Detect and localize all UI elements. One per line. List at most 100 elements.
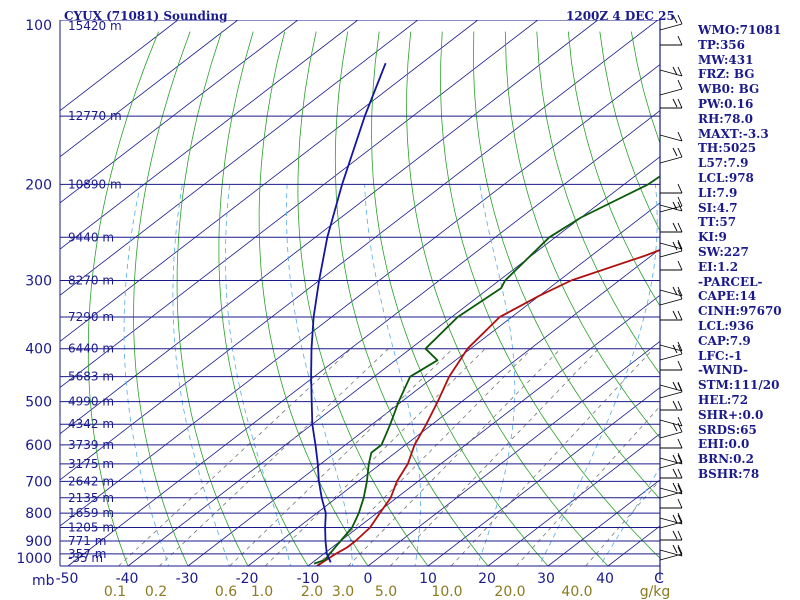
index-item: SHR+:0.0 — [698, 407, 764, 422]
wind-barb-flag — [677, 98, 683, 109]
plot-frame — [59, 20, 661, 580]
height-label: 3739 m — [68, 438, 114, 452]
index-item: TT:57 — [698, 215, 737, 230]
wind-barb-flag — [672, 14, 678, 24]
wind-barb-staff — [659, 298, 683, 306]
pressure-tick-label: 600 — [25, 438, 52, 454]
wind-barb — [659, 66, 683, 77]
isotherm-line — [60, 20, 599, 435]
wind-barb — [659, 79, 683, 96]
temperature-tick-label: 30 — [537, 571, 555, 587]
wind-barb-flag — [677, 360, 683, 371]
index-item: -WIND- — [698, 363, 748, 378]
wind-barb-flag — [672, 454, 678, 464]
wind-barb — [660, 438, 683, 449]
wind-barb-flag — [677, 183, 683, 194]
wind-barb — [659, 131, 683, 142]
wind-barb-flag — [672, 66, 678, 76]
mixing-ratio-label: 40.0 — [561, 584, 592, 600]
temperature-tick-label: -50 — [56, 571, 79, 587]
isotherm-line — [127, 156, 660, 566]
dry-adiabat-line — [472, 31, 660, 500]
dry-adiabat-line — [371, 31, 549, 566]
index-item: LI:7.9 — [698, 185, 738, 200]
wind-barb-flag — [672, 514, 678, 524]
temperature-tick-label: -40 — [116, 571, 139, 587]
height-label: 4342 m — [68, 417, 114, 431]
dry-adiabat-line — [504, 31, 660, 439]
height-label: 1659 m — [68, 506, 114, 520]
wind-barb — [659, 544, 683, 561]
isotherm-line — [427, 387, 660, 566]
temperature-tick-label: 0 — [364, 571, 373, 587]
wind-barb-flag — [677, 239, 683, 250]
wind-barb — [659, 512, 683, 529]
dry-adiabat-line — [133, 31, 191, 566]
wind-barb-flag — [672, 344, 678, 354]
pressure-tick-label: 1000 — [16, 551, 52, 567]
index-item: CAPE:14 — [698, 289, 757, 304]
wind-barb — [660, 400, 683, 411]
index-item: LCL:936 — [698, 318, 754, 333]
mixing-ratio-label: 3.0 — [332, 584, 354, 600]
height-label: 3175 m — [68, 457, 114, 471]
wind-barb-flag — [672, 544, 678, 554]
height-label: 12770 m — [68, 109, 122, 123]
height-label: 7290 m — [68, 310, 114, 324]
wind-barb-flag — [672, 468, 678, 478]
sounding-profiles — [310, 62, 660, 566]
wind-barb-staff — [659, 23, 683, 31]
mixing-ratio-label: g/kg — [640, 584, 671, 600]
wind-barb-staff — [659, 353, 683, 361]
mixing-ratio-line — [390, 348, 599, 566]
wind-barbs — [659, 14, 683, 561]
mixing-ratio-label: 0.1 — [104, 584, 126, 600]
index-item: CAP:7.9 — [698, 333, 751, 348]
wind-barb-flag — [677, 131, 683, 142]
indices-panel: WMO:71081 TP:356 MW:431 FRZ: BG WB0: BG PW:0.… — [698, 23, 798, 482]
wind-barb — [659, 239, 683, 250]
wind-barb-staff — [659, 391, 683, 399]
wind-barb — [660, 530, 683, 541]
wind-barb — [659, 147, 683, 164]
isotherm-line — [60, 20, 479, 342]
wind-barb — [660, 222, 683, 233]
wind-barb-staff — [659, 461, 683, 469]
wind-barb — [660, 98, 683, 109]
dry-adiabat-line — [406, 31, 609, 566]
wind-barb-staff — [659, 250, 683, 258]
wind-barb-flag — [677, 289, 683, 300]
wind-barb-flag — [677, 341, 683, 352]
moist-adiabat-line — [225, 184, 291, 566]
wind-barb-flag — [677, 147, 683, 158]
wind-barb-staff — [659, 205, 683, 213]
height-label: 771 m — [68, 534, 106, 548]
wind-barb-flag — [677, 544, 683, 555]
sounding-title: CYUX (71081) Sounding — [64, 9, 228, 23]
wind-barb — [659, 289, 683, 306]
index-item: RH:78.0 — [698, 111, 753, 126]
wind-barb — [660, 360, 683, 371]
pressure-tick-label: 800 — [25, 506, 52, 522]
wind-barb-flag — [677, 530, 683, 541]
height-label: -35 m — [68, 551, 103, 565]
wind-barb-flag — [677, 241, 683, 252]
height-label: 9440 m — [68, 230, 114, 244]
wind-barb-flag — [672, 482, 678, 492]
dry-adiabat-line — [176, 31, 249, 566]
isotherm-line — [307, 294, 660, 566]
index-item: MW:431 — [698, 52, 754, 67]
wind-barb-flag — [677, 196, 683, 207]
dry-adiabat-line — [258, 31, 369, 566]
index-item: MAXT:-3.3 — [698, 126, 769, 141]
wind-barb-flag — [672, 147, 678, 157]
height-label: 5683 m — [68, 370, 114, 384]
index-item: WB0: BG — [698, 82, 760, 97]
wind-barb — [659, 344, 683, 361]
temperature-tick-label: 40 — [596, 571, 614, 587]
wind-barb-flag — [677, 512, 683, 523]
temperature-tick-label: 20 — [478, 571, 496, 587]
wind-barb — [659, 382, 683, 399]
wind-barb-staff — [659, 431, 683, 439]
